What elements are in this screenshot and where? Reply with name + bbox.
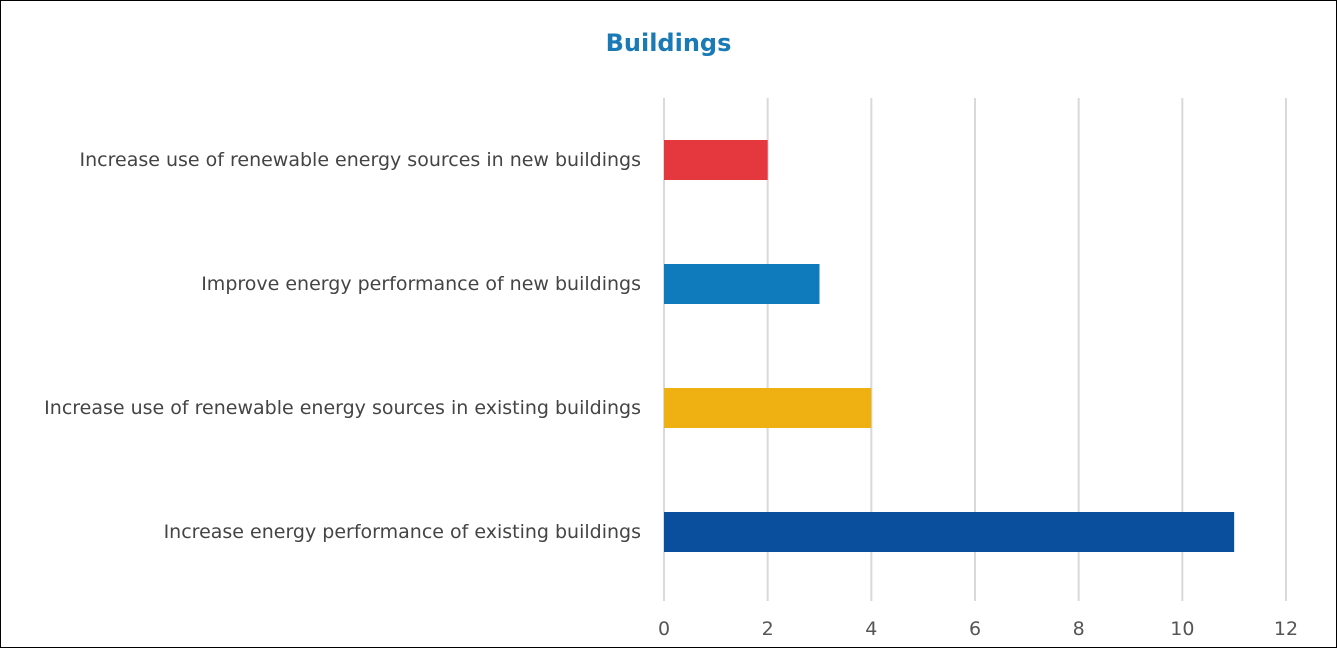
y-tick-label: Improve energy performance of new buildi…: [201, 273, 641, 295]
x-tick-label: 6: [969, 618, 981, 640]
x-tick-label: 2: [762, 618, 774, 640]
bar: [664, 388, 872, 428]
y-tick-label: Increase use of renewable energy sources…: [79, 149, 641, 171]
bar: [664, 140, 768, 180]
chart-title: Buildings: [605, 29, 732, 57]
x-tick-label: 4: [865, 618, 877, 640]
bar: [664, 264, 820, 304]
category-label-box: Increase energy performance of existing …: [21, 517, 641, 547]
x-tick-label: 8: [1073, 618, 1085, 640]
category-label-box: Improve energy performance of new buildi…: [21, 269, 641, 299]
x-tick-label: 12: [1274, 618, 1298, 640]
y-tick-label: Increase use of renewable energy sources…: [44, 397, 641, 419]
x-tick-label: 0: [658, 618, 670, 640]
category-label-box: Increase use of renewable energy sources…: [21, 393, 641, 423]
y-tick-label: Increase energy performance of existing …: [163, 521, 641, 543]
bar: [664, 512, 1235, 552]
x-tick-label: 10: [1170, 618, 1194, 640]
category-label-box: Increase use of renewable energy sources…: [21, 145, 641, 175]
